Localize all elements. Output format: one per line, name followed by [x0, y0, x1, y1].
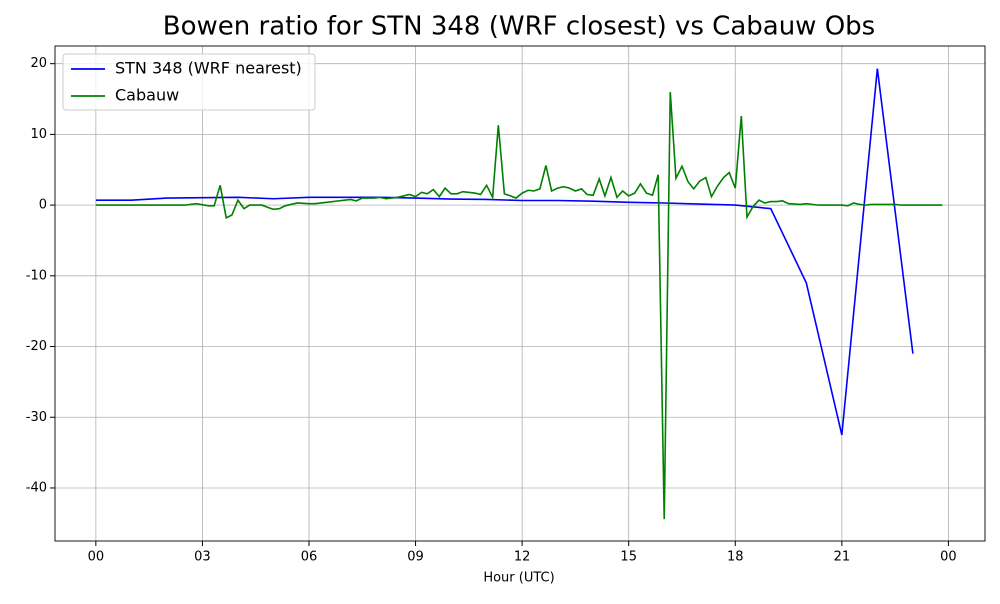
x-axis-label: Hour (UTC) [483, 571, 554, 586]
data-line [95, 91, 943, 520]
y-tick-label: -40 [26, 480, 47, 495]
y-tick-label: -20 [26, 339, 47, 354]
y-tick-label: 20 [30, 56, 47, 71]
x-tick-label: 00 [940, 550, 957, 565]
x-tick-label: 21 [834, 550, 851, 565]
data-line [95, 68, 914, 436]
legend-label: STN 348 (WRF nearest) [115, 59, 302, 78]
x-tick-label: 09 [407, 550, 424, 565]
x-tick-label: 12 [514, 550, 531, 565]
x-tick-label: 03 [194, 550, 211, 565]
x-tick-label: 06 [301, 550, 318, 565]
x-tick-label: 00 [88, 550, 105, 565]
y-tick-label: -30 [26, 410, 47, 425]
y-tick-label: -10 [26, 268, 47, 283]
legend: STN 348 (WRF nearest) Cabauw [62, 53, 316, 111]
y-tick-label: 10 [30, 127, 47, 142]
axes-frame [54, 45, 986, 542]
legend-box [62, 53, 316, 111]
x-tick-label: 15 [620, 550, 637, 565]
x-tick-label: 18 [727, 550, 744, 565]
y-tick-label: 0 [39, 198, 47, 213]
chart-title: Bowen ratio for STN 348 (WRF closest) vs… [163, 12, 875, 42]
legend-label: Cabauw [115, 86, 179, 105]
